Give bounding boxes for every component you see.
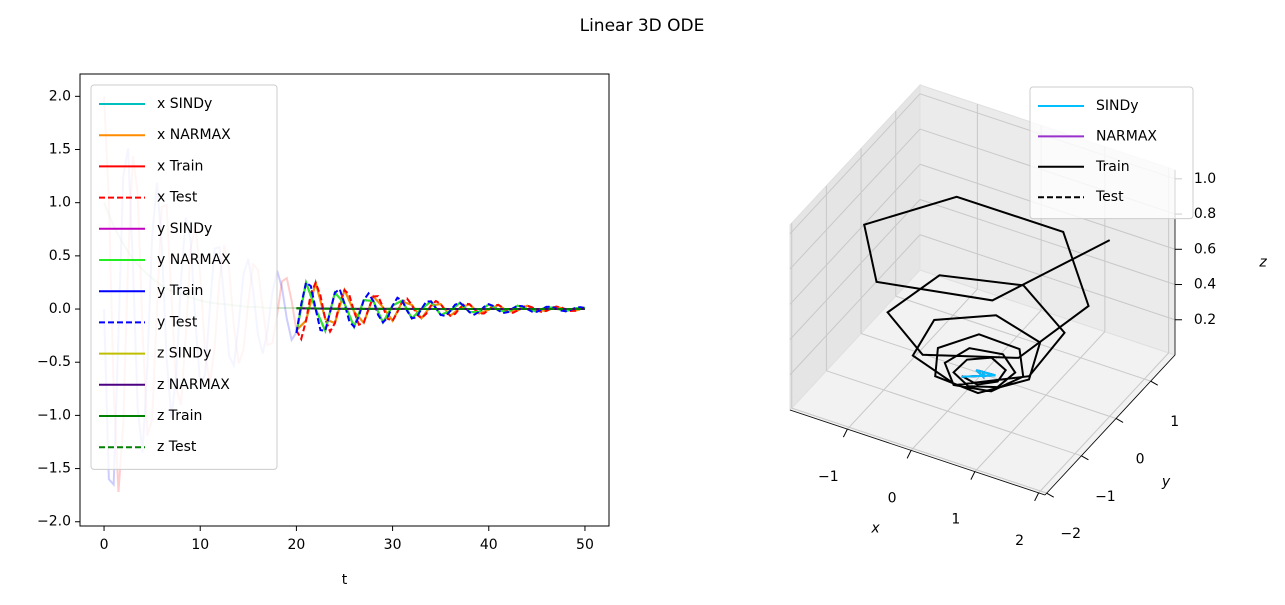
legend-label: z Train [157, 408, 202, 424]
side-pane [789, 83, 921, 412]
y-tick-label: 1.0 [49, 195, 71, 211]
legend-label: x Test [157, 190, 198, 206]
y-tick [1081, 455, 1089, 461]
y-tick [1115, 418, 1124, 423]
legend-label: x SINDy [157, 96, 212, 112]
x-tick-label: 20 [287, 537, 305, 553]
legend-label: x NARMAX [157, 127, 231, 143]
legend-box [1029, 86, 1194, 220]
grid-line [789, 128, 921, 270]
figure-title: Linear 3D ODE [580, 16, 705, 36]
legend-label: x Train [157, 158, 203, 174]
x-tick-label: 0 [100, 537, 109, 553]
x-tick [906, 450, 912, 459]
x-tick-label: 0 [888, 490, 897, 506]
y-tick-label: 0.5 [49, 248, 71, 264]
y-tick-label: 0.0 [49, 301, 71, 317]
grid-line [789, 93, 921, 235]
x-tick-label: 10 [191, 537, 209, 553]
x-tick-label: −1 [818, 469, 839, 485]
series-line [863, 195, 1111, 395]
grid-line [974, 331, 1106, 472]
grid-line [895, 295, 1151, 382]
grid-line [1038, 352, 1169, 494]
legend-label: Test [1095, 189, 1124, 205]
right-chart: −1 0 1 2 −2 −1 0 1 0.2 0.4 0.6 0.8 1.0 x y z SINDy NARMAX… [789, 83, 1267, 549]
legend-label: y Test [157, 314, 198, 330]
legend-label: y SINDy [157, 221, 212, 237]
grid-line [789, 234, 921, 376]
x-tick-label: 1 [951, 512, 960, 528]
y-tick-label: 1.5 [49, 142, 71, 158]
legend-label: SINDy [1096, 98, 1139, 114]
grid-line [789, 163, 921, 305]
legend-label: z Test [157, 439, 197, 455]
grid-line [789, 199, 921, 340]
axis-line [789, 409, 1046, 496]
x-tick-label: 50 [576, 537, 594, 553]
y-tick-label: −0.5 [37, 354, 71, 370]
grid-line [847, 288, 978, 430]
x-axis-label: t [342, 572, 348, 588]
axis-line [1044, 354, 1176, 496]
y-tick [1046, 492, 1054, 498]
x-tick-label: 2 [1015, 533, 1024, 549]
grid-line [910, 310, 1042, 451]
y-tick-label: −1.5 [37, 461, 71, 477]
z-axis-label: z [1258, 255, 1267, 271]
y-tick [1150, 380, 1158, 386]
legend-label: y NARMAX [157, 252, 231, 268]
z-tick-label: 0.2 [1194, 312, 1216, 328]
y-axis-label: y [1161, 474, 1171, 490]
x-tick [1034, 492, 1040, 502]
y-tick-label: −1 [1095, 489, 1116, 505]
legend-label: z NARMAX [157, 377, 230, 393]
y-tick-label: −1.0 [37, 407, 71, 423]
grid-line [919, 234, 1176, 321]
legend-label: z SINDy [157, 346, 211, 362]
grid-line [919, 199, 1176, 285]
left-chart: 0 10 20 30 40 50 −2.0 −1.5 −1.0 −0.5 0.0 0.5 1.0 1.5 2… [37, 73, 610, 588]
y-tick-label: 1 [1170, 414, 1179, 430]
x-tick-label: 30 [384, 537, 402, 553]
legend-label: Train [1095, 159, 1130, 175]
legend-label: NARMAX [1096, 128, 1157, 144]
grid-line [791, 407, 1047, 494]
y-tick-label: −2.0 [37, 514, 71, 530]
x-axis-label: x [870, 521, 880, 537]
series-line [296, 307, 585, 311]
legend-label: y Train [157, 283, 203, 299]
z-tick-label: 0.4 [1194, 277, 1216, 293]
grid-line [826, 370, 1082, 457]
y-tick-label: 0 [1136, 451, 1145, 467]
z-tick-label: 0.6 [1194, 241, 1216, 257]
x-tick [842, 428, 848, 438]
series-line [961, 369, 996, 380]
y-tick-label: −2 [1060, 526, 1081, 542]
z-tick-label: 1.0 [1194, 171, 1216, 187]
z-tick-label: 0.8 [1194, 206, 1216, 222]
series-line [295, 280, 586, 342]
legend-box [90, 84, 278, 470]
series-line [295, 280, 586, 334]
x-tick-label: 40 [480, 537, 498, 553]
x-tick [970, 471, 976, 480]
y-tick-label: 2.0 [49, 88, 71, 104]
axes-frame [79, 73, 610, 527]
